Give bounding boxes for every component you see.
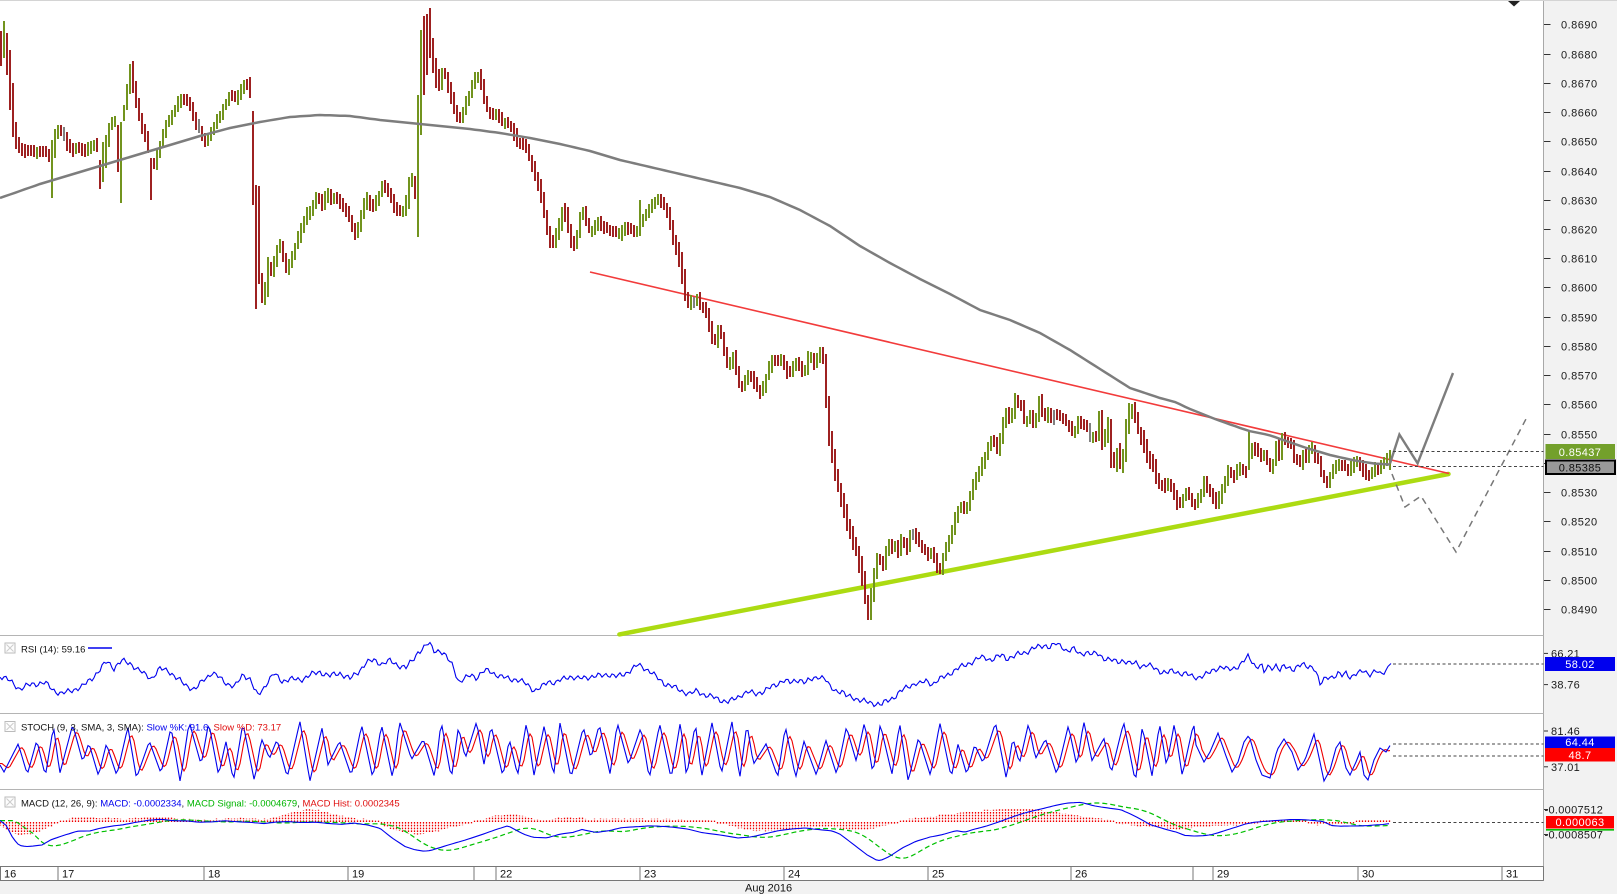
svg-text:0.8490: 0.8490 xyxy=(1561,605,1598,617)
svg-text:0.8530: 0.8530 xyxy=(1561,488,1598,500)
svg-text:0.8660: 0.8660 xyxy=(1561,108,1598,120)
svg-text:24: 24 xyxy=(788,869,800,881)
svg-text:Aug 2016: Aug 2016 xyxy=(745,883,792,894)
svg-text:38.76: 38.76 xyxy=(1551,680,1580,692)
svg-text:22: 22 xyxy=(500,869,512,881)
svg-text:0.85385: 0.85385 xyxy=(1559,463,1602,475)
svg-text:RSI (14): 59.16: RSI (14): 59.16 xyxy=(21,645,85,656)
svg-text:29: 29 xyxy=(1217,869,1229,881)
svg-text:0.8510: 0.8510 xyxy=(1561,547,1598,559)
svg-text:0.8670: 0.8670 xyxy=(1561,79,1598,91)
svg-text:23: 23 xyxy=(644,869,656,881)
svg-text:31: 31 xyxy=(1506,869,1518,881)
svg-text:0.8620: 0.8620 xyxy=(1561,225,1598,237)
svg-text:18: 18 xyxy=(208,869,220,881)
svg-text:0.8610: 0.8610 xyxy=(1561,254,1598,266)
svg-text:0.8630: 0.8630 xyxy=(1561,196,1598,208)
svg-text:-0.0007512: -0.0007512 xyxy=(1545,805,1604,817)
svg-text:81.46: 81.46 xyxy=(1551,726,1580,738)
svg-text:19: 19 xyxy=(352,869,364,881)
svg-text:0.85437: 0.85437 xyxy=(1559,447,1602,459)
svg-text:0.8560: 0.8560 xyxy=(1561,400,1598,412)
svg-text:25: 25 xyxy=(932,869,944,881)
svg-text:0.000063: 0.000063 xyxy=(1555,817,1604,829)
svg-text:0.8680: 0.8680 xyxy=(1561,50,1598,62)
svg-text:0.8550: 0.8550 xyxy=(1561,430,1598,442)
svg-text:0.8570: 0.8570 xyxy=(1561,371,1598,383)
svg-text:58.02: 58.02 xyxy=(1565,659,1595,671)
svg-text:0.8640: 0.8640 xyxy=(1561,167,1598,179)
svg-text:26: 26 xyxy=(1075,869,1087,881)
svg-text:0.8500: 0.8500 xyxy=(1561,576,1598,588)
svg-text:48.7: 48.7 xyxy=(1568,750,1591,762)
svg-text:37.01: 37.01 xyxy=(1551,762,1580,774)
svg-text:STOCH (9, 3, SMA, 3, SMA): Slo: STOCH (9, 3, SMA, 3, SMA): Slow %K: 91.6… xyxy=(21,723,281,734)
svg-text:0.8590: 0.8590 xyxy=(1561,313,1598,325)
svg-text:0.8520: 0.8520 xyxy=(1561,517,1598,529)
svg-text:16: 16 xyxy=(4,869,16,881)
svg-text:17: 17 xyxy=(62,869,74,881)
svg-text:0.8690: 0.8690 xyxy=(1561,20,1598,32)
svg-text:30: 30 xyxy=(1362,869,1374,881)
svg-text:0.8580: 0.8580 xyxy=(1561,342,1598,354)
svg-text:MACD (12, 26, 9): MACD: -0.000: MACD (12, 26, 9): MACD: -0.0002334, MACD… xyxy=(21,799,400,810)
svg-text:0.8650: 0.8650 xyxy=(1561,137,1598,149)
svg-text:64.44: 64.44 xyxy=(1565,737,1595,749)
svg-text:-0.0008507: -0.0008507 xyxy=(1545,830,1604,842)
svg-text:0.8600: 0.8600 xyxy=(1561,283,1598,295)
